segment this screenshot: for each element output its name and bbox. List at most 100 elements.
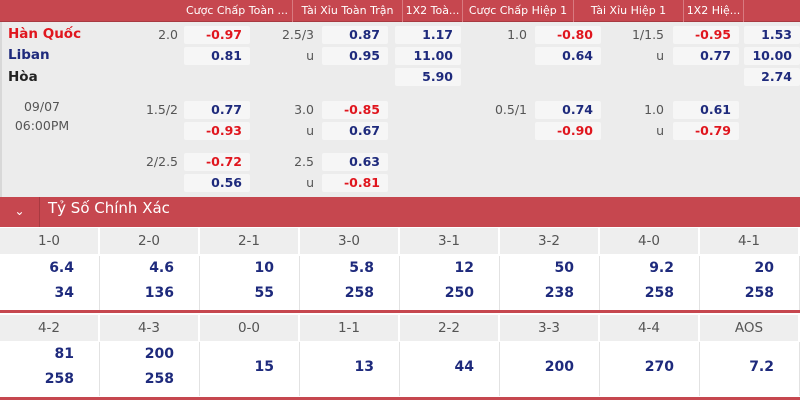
score-odds-cell[interactable]: 13 (300, 342, 400, 396)
under-label: u (656, 123, 664, 138)
odds-button[interactable]: 0.77 (673, 47, 739, 65)
odds-button[interactable]: -0.95 (673, 26, 739, 44)
score-odds[interactable]: 50 (554, 260, 574, 276)
score-label: 2-2 (400, 315, 500, 341)
odds-button[interactable]: 0.61 (673, 101, 739, 119)
odds-button-1x2[interactable]: 5.90 (395, 68, 461, 86)
odds-button[interactable]: 0.74 (535, 101, 601, 119)
score-odds[interactable]: 10 (254, 260, 274, 276)
score-label: 3-3 (500, 315, 600, 341)
score-odds-cell[interactable]: 10 55 (200, 256, 300, 310)
handicap-line: 2.0 (158, 27, 178, 42)
score-label: 4-0 (600, 228, 700, 254)
column-header[interactable]: 1X2 Toà... (403, 0, 463, 22)
score-odds[interactable]: 9.2 (649, 260, 674, 276)
score-odds-cell[interactable]: 4.6 136 (100, 256, 200, 310)
score-odds[interactable]: 20 (754, 260, 774, 276)
score-odds-cell[interactable]: 9.2 258 (600, 256, 700, 310)
score-odds[interactable]: 258 (344, 285, 374, 301)
score-odds[interactable]: 15 (254, 359, 274, 375)
score-odds-cell[interactable]: 270 (600, 342, 700, 396)
odds-button[interactable]: 0.81 (184, 47, 250, 65)
odds-button-1x2[interactable]: 1.53 (744, 26, 800, 44)
home-team: Hàn Quốc (8, 26, 82, 42)
odds-button-1x2[interactable]: 11.00 (395, 47, 461, 65)
score-odds[interactable]: 258 (644, 285, 674, 301)
under-label: u (306, 123, 314, 138)
column-header[interactable]: Cược Chấp Toàn ... (182, 0, 293, 22)
odds-button[interactable]: 0.87 (322, 26, 388, 44)
score-odds[interactable]: 136 (144, 285, 174, 301)
score-label: 4-1 (700, 228, 800, 254)
score-odds[interactable]: 200 (144, 346, 174, 362)
correct-score-section-header[interactable]: ⌄ Tỷ Số Chính Xác (0, 197, 800, 227)
score-odds-cell[interactable]: 50 238 (500, 256, 600, 310)
score-odds-cell[interactable]: 200 (500, 342, 600, 396)
odds-button-1x2[interactable]: 1.17 (395, 26, 461, 44)
score-label: 4-3 (100, 315, 200, 341)
chevron-down-icon[interactable]: ⌄ (0, 197, 40, 227)
score-odds[interactable]: 34 (54, 285, 74, 301)
score-odds[interactable]: 200 (544, 359, 574, 375)
score-odds[interactable]: 6.4 (49, 260, 74, 276)
score-odds[interactable]: 258 (44, 371, 74, 387)
divider (0, 397, 800, 400)
score-odds[interactable]: 5.8 (349, 260, 374, 276)
odds-button[interactable]: -0.93 (184, 122, 250, 140)
handicap-line: 1/1.5 (631, 27, 664, 42)
odds-button-1x2[interactable]: 10.00 (744, 47, 800, 65)
odds-button[interactable]: -0.81 (322, 174, 388, 192)
score-odds[interactable]: 7.2 (749, 359, 774, 375)
score-odds[interactable]: 238 (544, 285, 574, 301)
score-label: 3-2 (500, 228, 600, 254)
handicap-line: 0.5/1 (494, 102, 527, 117)
odds-button[interactable]: -0.80 (535, 26, 601, 44)
score-odds[interactable]: 55 (254, 285, 274, 301)
score-odds-cell[interactable]: 6.4 34 (0, 256, 100, 310)
score-odds-cell[interactable]: 200 258 (100, 342, 200, 396)
odds-body: Hàn Quốc Liban Hòa 09/07 06:00PM 2.0 -0.9… (0, 22, 800, 197)
odds-button[interactable]: 0.95 (322, 47, 388, 65)
score-odds-cell[interactable]: 15 (200, 342, 300, 396)
odds-button[interactable]: 0.56 (184, 174, 250, 192)
score-label: 3-1 (400, 228, 500, 254)
column-header[interactable]: Tài Xỉu Toàn Trận (293, 0, 403, 22)
score-odds-cell[interactable]: 5.8 258 (300, 256, 400, 310)
match-time: 06:00PM (14, 118, 70, 133)
column-header[interactable]: Tài Xỉu Hiệp 1 (574, 0, 684, 22)
score-odds[interactable]: 81 (54, 346, 74, 362)
score-odds[interactable]: 13 (354, 359, 374, 375)
section-title: Tỷ Số Chính Xác (48, 199, 170, 217)
odds-button[interactable]: -0.97 (184, 26, 250, 44)
score-odds-cell[interactable]: 7.2 (700, 342, 800, 396)
score-label: 4-2 (0, 315, 100, 341)
score-label: AOS (700, 315, 800, 341)
odds-button[interactable]: -0.90 (535, 122, 601, 140)
handicap-line: 1.0 (644, 102, 664, 117)
score-odds[interactable]: 258 (744, 285, 774, 301)
odds-button-1x2[interactable]: 2.74 (744, 68, 800, 86)
odds-button[interactable]: -0.72 (184, 153, 250, 171)
score-odds[interactable]: 4.6 (149, 260, 174, 276)
odds-button[interactable]: 0.63 (322, 153, 388, 171)
score-odds-cell[interactable]: 20 258 (700, 256, 800, 310)
under-label: u (306, 175, 314, 190)
score-odds-cell[interactable]: 44 (400, 342, 500, 396)
score-odds[interactable]: 270 (644, 359, 674, 375)
column-header[interactable]: Cược Chấp Hiệp 1 (463, 0, 574, 22)
handicap-line: 2.5/3 (281, 27, 314, 42)
odds-button[interactable]: -0.79 (673, 122, 739, 140)
score-label: 2-0 (100, 228, 200, 254)
score-odds[interactable]: 250 (444, 285, 474, 301)
score-odds-cell[interactable]: 81 258 (0, 342, 100, 396)
odds-button[interactable]: 0.64 (535, 47, 601, 65)
score-label: 0-0 (200, 315, 300, 341)
score-odds-cell[interactable]: 12 250 (400, 256, 500, 310)
odds-button[interactable]: 0.77 (184, 101, 250, 119)
odds-button[interactable]: -0.85 (322, 101, 388, 119)
score-odds[interactable]: 12 (454, 260, 474, 276)
score-odds[interactable]: 44 (454, 359, 474, 375)
column-header[interactable]: 1X2 Hiệ... (684, 0, 744, 22)
odds-button[interactable]: 0.67 (322, 122, 388, 140)
score-odds[interactable]: 258 (144, 371, 174, 387)
